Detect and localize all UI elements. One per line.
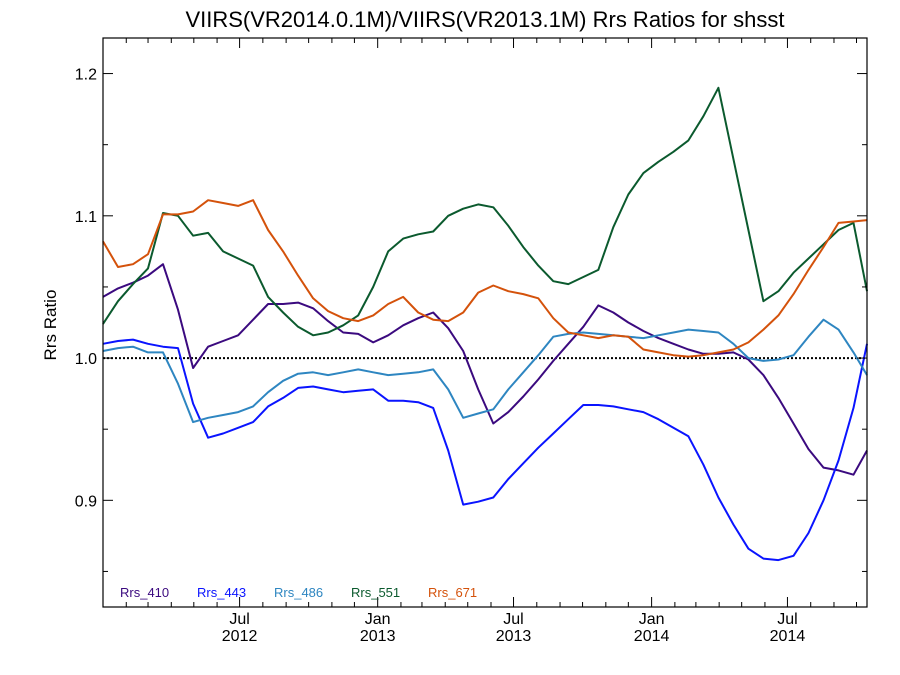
x-tick-label-month: Jul (229, 611, 249, 628)
legend: Rrs_410 Rrs_443 Rrs_486 Rrs_551 Rrs_671 (120, 585, 477, 600)
y-tick-label: 0.9 (75, 493, 97, 510)
x-tick-label-month: Jul (503, 611, 523, 628)
x-tick-label-year: 2014 (770, 628, 806, 645)
legend-label-rrs-443: Rrs_443 (197, 585, 246, 600)
x-tick-label-year: 2012 (222, 628, 258, 645)
series-line-rrs-486 (102, 318, 868, 424)
legend-label-rrs-410: Rrs_410 (120, 585, 169, 600)
x-tick-label-year: 2013 (360, 628, 396, 645)
y-tick-label: 1.1 (75, 209, 97, 226)
x-tick-label-month: Jan (639, 611, 665, 628)
x-tick-label-month: Jan (365, 611, 391, 628)
x-tick-label-year: 2014 (634, 628, 670, 645)
x-tick-label-year: 2013 (496, 628, 532, 645)
plot-layer (102, 86, 868, 562)
y-axis-title: Rrs Ratio (41, 290, 60, 361)
legend-label-rrs-486: Rrs_486 (274, 585, 323, 600)
y-tick-label: 1.0 (75, 351, 97, 368)
legend-label-rrs-551: Rrs_551 (351, 585, 400, 600)
x-tick-label-month: Jul (777, 611, 797, 628)
series-line-rrs-671 (102, 199, 868, 358)
series-line-rrs-443 (102, 338, 868, 562)
legend-label-rrs-671: Rrs_671 (428, 585, 477, 600)
chart-title: VIIRS(VR2014.0.1M)/VIIRS(VR2013.1M) Rrs … (185, 7, 784, 32)
series-line-rrs-551 (102, 86, 868, 337)
axis-layer: 0.91.01.11.2Jul2012Jan2013Jul2013Jan2014… (75, 37, 868, 645)
plot-frame (102, 37, 868, 608)
series-line-rrs-410 (102, 263, 868, 476)
y-tick-label: 1.2 (75, 67, 97, 84)
